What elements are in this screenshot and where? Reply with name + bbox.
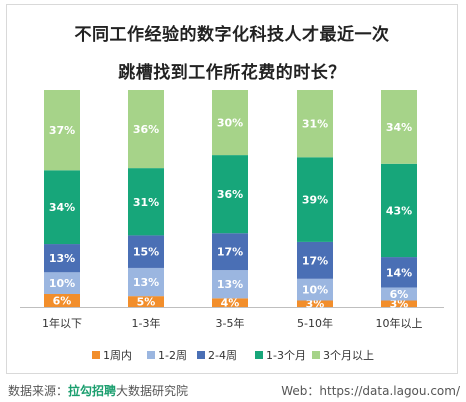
x-tick-label-3: 3-5年 (216, 316, 245, 330)
chart-title-line2: 跳槽找到工作所花费的时长？ (118, 63, 346, 83)
legend-label-5: 3个月以上 (323, 349, 374, 362)
bar-segment-1-2 (44, 272, 80, 294)
legend-swatch-1 (92, 351, 100, 359)
bar-segment-3-2 (212, 270, 248, 299)
data-label-5-1: 3% (390, 298, 409, 311)
bar-segment-2-4 (128, 168, 164, 236)
bar-segment-4-3 (297, 241, 333, 279)
bar-segment-4-5 (297, 90, 333, 158)
legend-label-4: 1-3个月 (266, 349, 306, 362)
data-label-2-1: 5% (137, 296, 156, 309)
bar-segment-2-2 (128, 267, 164, 297)
x-tick-label-4: 5-10年 (297, 316, 333, 330)
data-label-2-5: 36% (133, 123, 159, 136)
bar-segment-1-3 (44, 244, 80, 273)
bar-segment-4-4 (297, 157, 333, 242)
data-label-2-3: 15% (133, 246, 159, 259)
data-label-5-4: 43% (386, 204, 412, 217)
bar-segment-5-2 (381, 287, 417, 301)
footer: 数据来源：拉勾招聘大数据研究院 Web：https://data.lagou.c… (8, 382, 460, 399)
data-label-3-2: 13% (217, 278, 243, 291)
data-label-4-1: 3% (306, 298, 325, 311)
chart-title-line1: 不同工作经验的数字化科技人才最近一次 (74, 25, 390, 45)
data-label-3-5: 30% (217, 117, 243, 130)
bar-segment-5-3 (381, 257, 417, 288)
legend-swatch-2 (147, 351, 155, 359)
bar-segment-3-5 (212, 90, 248, 156)
web-url: Web：https://data.lagou.com/ (281, 384, 460, 398)
legend-label-3: 2-4周 (208, 349, 237, 362)
source-brand: 拉勾招聘 (68, 384, 117, 398)
data-label-4-3: 17% (302, 254, 328, 267)
bar-segment-5-5 (381, 90, 417, 164)
source-label: 数据来源： (8, 384, 69, 398)
data-label-4-4: 39% (302, 194, 328, 207)
legend-label-1: 1周内 (103, 348, 132, 362)
x-tick-label-1: 1年以下 (42, 316, 82, 330)
data-label-1-1: 6% (53, 294, 72, 307)
bar-segment-2-3 (128, 235, 164, 268)
bar-segment-1-5 (44, 90, 80, 171)
data-label-3-1: 4% (221, 297, 240, 310)
bar-segment-4-1 (297, 300, 333, 307)
data-label-3-4: 36% (217, 188, 243, 201)
data-label-1-5: 37% (49, 124, 75, 137)
bar-segment-1-1 (44, 293, 80, 307)
data-label-2-4: 31% (133, 196, 159, 209)
bar-segment-5-4 (381, 163, 417, 258)
data-label-5-2: 6% (390, 288, 409, 301)
legend-swatch-5 (312, 351, 320, 359)
source-rest: 大数据研究院 (116, 384, 189, 398)
bar-segment-4-2 (297, 278, 333, 301)
bar-segment-3-3 (212, 233, 248, 271)
legend-label-2: 1-2周 (158, 349, 187, 362)
bar-segment-1-4 (44, 170, 80, 245)
bar-segment-2-5 (128, 90, 164, 169)
legend-swatch-4 (255, 351, 263, 359)
stacked-bar-chart: 6% 10% 13% 34% 37% 1年以下 5% 13% 15% 31% 36% 1-3年 4% 13… (20, 90, 444, 362)
bar-segment-3-4 (212, 155, 248, 234)
data-label-5-3: 14% (386, 266, 412, 279)
x-tick-label-2: 1-3年 (132, 316, 161, 330)
data-label-5-5: 34% (386, 121, 412, 134)
bar-segment-2-1 (128, 296, 164, 307)
bar-segment-3-1 (212, 298, 248, 307)
data-label-4-2: 10% (302, 284, 328, 297)
legend-swatch-3 (197, 351, 205, 359)
data-label-4-5: 31% (302, 118, 328, 131)
data-label-1-2: 10% (49, 277, 75, 290)
data-label-1-3: 13% (49, 252, 75, 265)
data-label-1-4: 34% (49, 201, 75, 214)
bar-segment-5-1 (381, 300, 417, 307)
data-label-3-3: 17% (217, 246, 243, 259)
x-tick-label-5: 10年以上 (376, 316, 423, 330)
data-label-2-2: 13% (133, 276, 159, 289)
